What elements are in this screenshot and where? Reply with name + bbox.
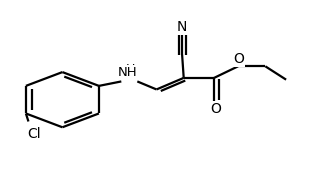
Text: Cl: Cl: [28, 127, 41, 141]
Text: H: H: [125, 63, 135, 76]
Text: NH: NH: [118, 66, 138, 78]
Text: N: N: [177, 20, 187, 34]
Text: O: O: [233, 52, 244, 66]
Text: O: O: [210, 102, 221, 116]
